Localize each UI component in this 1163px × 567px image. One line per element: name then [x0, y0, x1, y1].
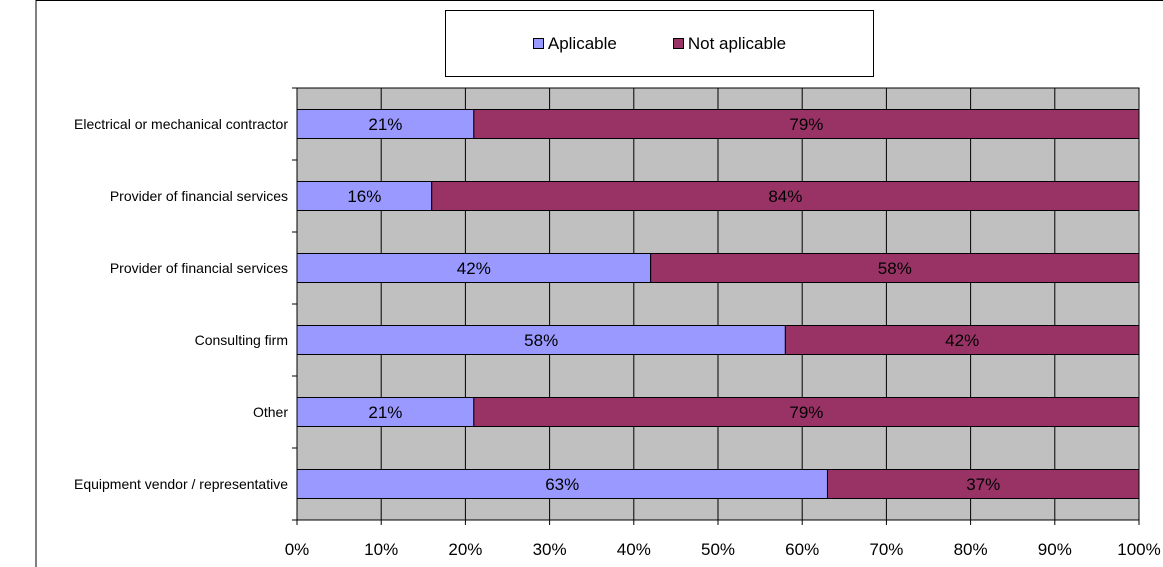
legend-label-aplicable: Aplicable: [547, 33, 617, 53]
legend-item-not-aplicable: Not aplicable: [672, 33, 787, 54]
bar-segment: [650, 253, 1140, 283]
bar-segment: [784, 325, 1140, 355]
data-label: 58%: [878, 259, 912, 278]
x-tick-label: 0%: [285, 540, 310, 559]
x-tick-label: 40%: [617, 540, 651, 559]
legend-swatch-not-aplicable: [672, 38, 684, 49]
data-label: 42%: [457, 259, 491, 278]
bar-segment: [431, 181, 1140, 211]
bar-segment: [296, 469, 828, 499]
data-label: 16%: [347, 187, 381, 206]
data-label: 84%: [768, 187, 802, 206]
data-label: 21%: [368, 403, 402, 422]
plot-area: 0% 10% 20% 30% 40% 50% 60% 70% 80% 90% 100% 21% 79% E…: [74, 87, 1161, 559]
data-label: 79%: [789, 115, 823, 134]
data-label: 58%: [524, 331, 558, 350]
bar-segment: [473, 397, 1140, 427]
bar-segment: [296, 253, 652, 283]
category-label: Electrical or mechanical contractor: [74, 116, 288, 132]
x-tick-label: 70%: [869, 540, 903, 559]
x-tick-label: 20%: [448, 540, 482, 559]
bar-segment: [473, 109, 1140, 139]
legend: Aplicable Not aplicable: [445, 10, 874, 77]
data-label: 79%: [789, 403, 823, 422]
category-label: Provider of financial services: [110, 260, 288, 276]
x-tick-label: 10%: [364, 540, 398, 559]
category-label: Other: [253, 404, 288, 420]
category-label: Equipment vendor / representative: [74, 476, 288, 492]
category-label: Consulting firm: [195, 332, 288, 348]
x-tick-label: 50%: [701, 540, 735, 559]
legend-item-aplicable: Aplicable: [532, 33, 617, 54]
bar-segment: [296, 181, 433, 211]
category-label: Provider of financial services: [110, 188, 288, 204]
data-label: 42%: [945, 331, 979, 350]
bar-segment: [296, 325, 786, 355]
x-tick-label: 80%: [954, 540, 988, 559]
x-tick-label: 90%: [1038, 540, 1072, 559]
data-label: 21%: [368, 115, 402, 134]
x-tick-label: 30%: [533, 540, 567, 559]
data-label: 37%: [966, 475, 1000, 494]
x-tick-label: 60%: [785, 540, 819, 559]
legend-swatch-aplicable: [532, 38, 544, 49]
x-tick-label: 100%: [1117, 540, 1160, 559]
data-label: 63%: [545, 475, 579, 494]
bar-segment: [826, 469, 1140, 499]
legend-label-not-aplicable: Not aplicable: [687, 33, 787, 53]
